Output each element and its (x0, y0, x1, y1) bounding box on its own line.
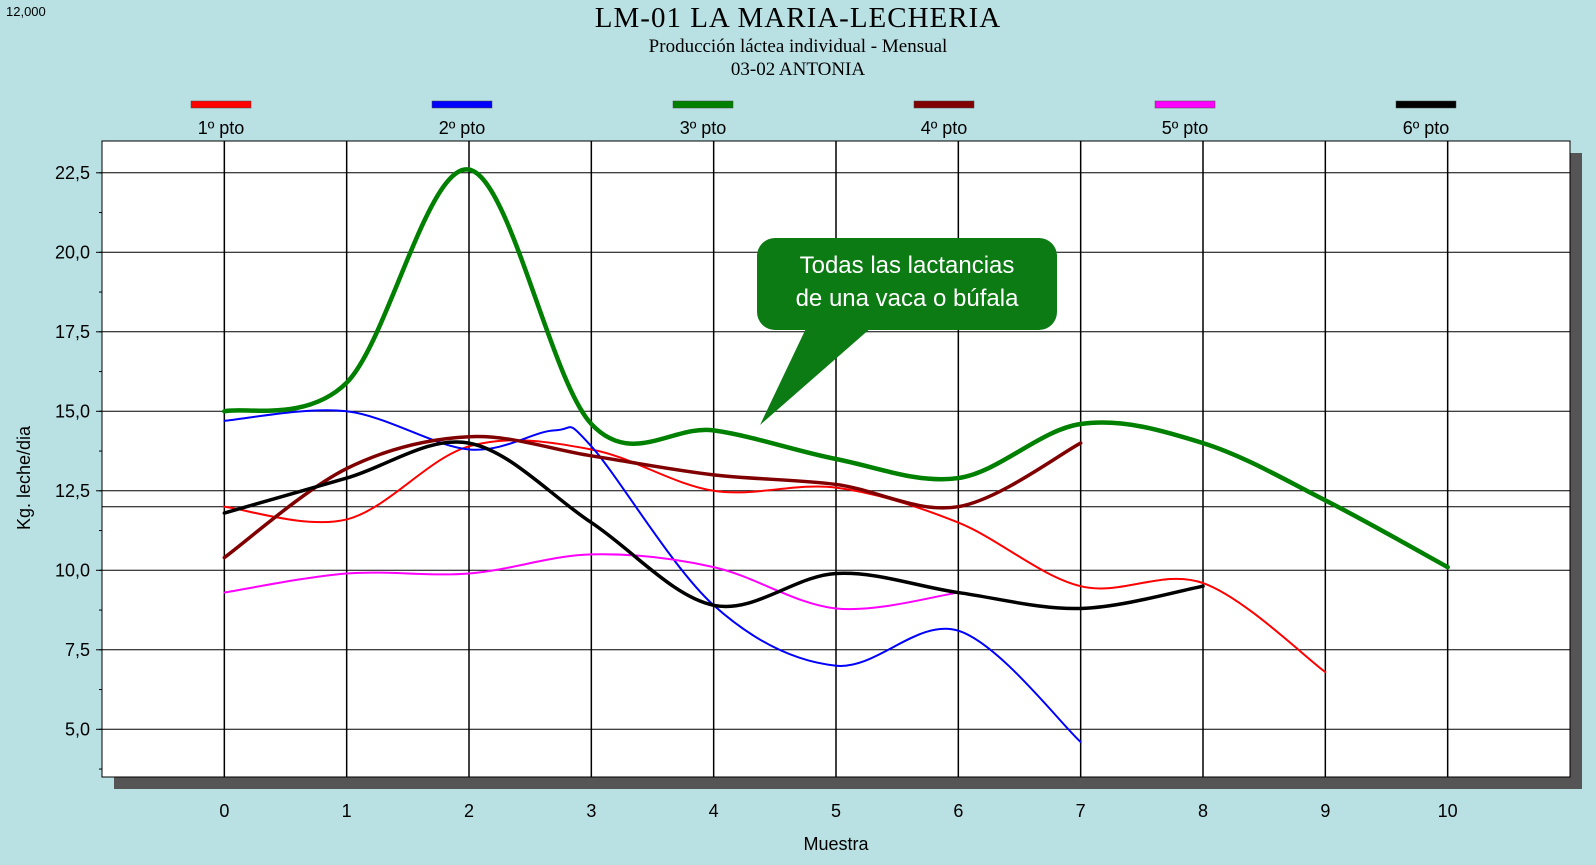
x-tick-label: 1 (342, 801, 352, 821)
legend-swatch (1154, 100, 1216, 109)
y-tick-label: 10,0 (55, 560, 90, 580)
x-tick-label: 2 (464, 801, 474, 821)
legend-swatch (190, 100, 252, 109)
chart-subtitle-animal: 03-02 ANTONIA (730, 59, 866, 80)
series-line (223, 439, 1327, 674)
legend-label: 2º pto (439, 118, 486, 138)
x-tick-label: 9 (1320, 801, 1330, 821)
callout-line-2: de una vaca o búfala (795, 285, 1019, 312)
legend: 1º pto 2º pto 3º pto 4º pto 5º pto 6º pto (190, 100, 1457, 138)
legend-label: 6º pto (1403, 118, 1450, 138)
y-tick-label: 15,0 (55, 401, 90, 421)
y-tick-label: 17,5 (55, 322, 90, 342)
x-tick-label: 0 (219, 801, 229, 821)
legend-swatch (913, 100, 975, 109)
chart-subtitle: Producción láctea individual - Mensual (648, 36, 948, 57)
callout-pointer (760, 320, 880, 425)
chart-title: LM-01 LA MARIA-LECHERIA (594, 2, 1002, 34)
legend-label: 5º pto (1162, 118, 1209, 138)
y-tick-label: 7,5 (65, 640, 90, 660)
y-tick-label: 22,5 (55, 163, 90, 183)
legend-label: 4º pto (921, 118, 968, 138)
y-axis-label: Kg. leche/dia (14, 425, 34, 530)
series-line (222, 440, 1205, 611)
axis-ticks: 0 1 2 3 4 5 6 7 8 9 10 5,0 7,5 10,0 12,5 15,0 17,5 20,0 22… (55, 163, 1458, 821)
legend-swatch (1395, 100, 1457, 109)
callout-line-1: Todas las lactancias (799, 252, 1015, 279)
series-line (222, 167, 1450, 570)
series-lines (222, 167, 1450, 744)
series-line (223, 553, 960, 611)
series-line (223, 409, 1082, 744)
legend-swatch (431, 100, 493, 109)
x-tick-label: 8 (1198, 801, 1208, 821)
x-tick-label: 3 (586, 801, 596, 821)
y-tick-label: 5,0 (65, 719, 90, 739)
legend-label: 1º pto (198, 118, 245, 138)
x-tick-label: 7 (1076, 801, 1086, 821)
callout-bubble: Todas las lactancias de una vaca o búfal… (757, 238, 1057, 330)
corner-value: 12,000 (6, 4, 46, 19)
x-tick-label: 4 (709, 801, 719, 821)
x-tick-label: 10 (1438, 801, 1458, 821)
legend-label: 3º pto (680, 118, 727, 138)
y-tick-label: 12,5 (55, 481, 90, 501)
series-line (222, 434, 1083, 560)
legend-swatch (672, 100, 734, 109)
x-tick-label: 6 (953, 801, 963, 821)
x-axis-label: Muestra (803, 834, 869, 854)
x-tick-label: 5 (831, 801, 841, 821)
y-tick-label: 20,0 (55, 242, 90, 262)
